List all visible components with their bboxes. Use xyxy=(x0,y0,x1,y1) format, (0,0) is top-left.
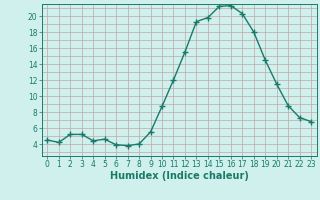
X-axis label: Humidex (Indice chaleur): Humidex (Indice chaleur) xyxy=(110,171,249,181)
